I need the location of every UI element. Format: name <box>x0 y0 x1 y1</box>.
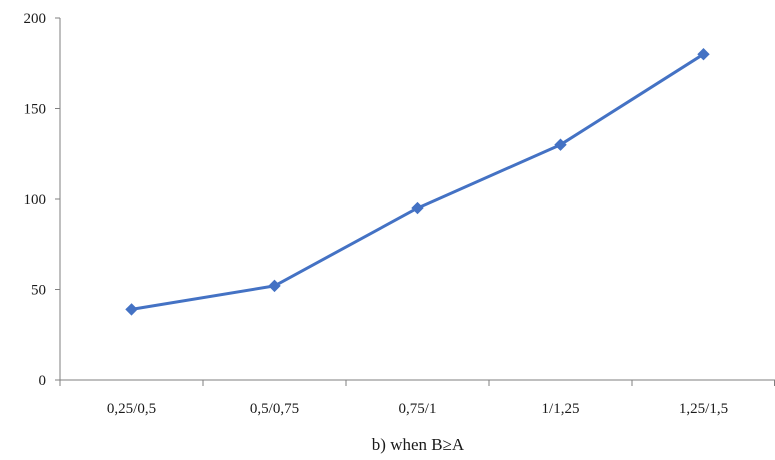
series-plot <box>125 47 710 316</box>
x-tick-label: 1/1,25 <box>542 401 580 417</box>
x-tick-label: 0,75/1 <box>399 401 437 417</box>
x-axis-caption: b) when B≥A <box>372 435 465 454</box>
series-line <box>130 52 705 311</box>
y-axis: 0 50 100 150 200 <box>24 11 61 389</box>
data-point-marker <box>697 47 710 61</box>
x-tick-label: 0,25/0,5 <box>107 401 156 417</box>
x-axis: 0,25/0,5 0,5/0,75 0,75/1 1/1,25 1,25/1,5 <box>59 379 775 417</box>
data-point-marker <box>411 201 424 215</box>
y-tick-label: 150 <box>24 102 47 118</box>
y-tick-label: 0 <box>39 373 47 389</box>
x-tick-label: 0,5/0,75 <box>250 401 299 417</box>
data-point-marker <box>268 279 281 293</box>
x-tick-label: 1,25/1,5 <box>679 401 728 417</box>
data-point-marker <box>554 138 567 151</box>
y-tick-label: 200 <box>24 11 47 27</box>
data-point-marker <box>125 303 138 316</box>
y-tick-label: 50 <box>31 283 46 299</box>
y-tick-label: 100 <box>24 192 47 208</box>
